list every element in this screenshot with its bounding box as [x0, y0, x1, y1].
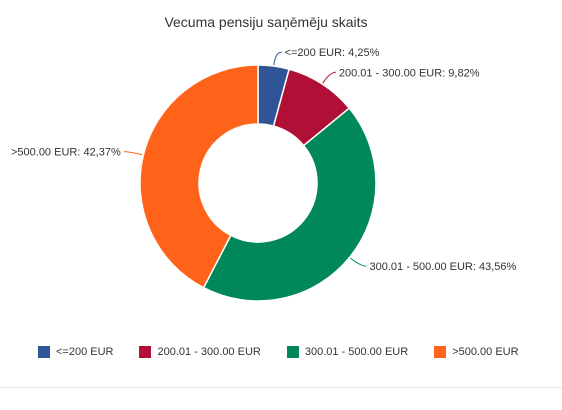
leader-line — [322, 71, 336, 84]
legend-label: 200.01 - 300.00 EUR — [157, 346, 261, 358]
donut-slice[interactable] — [202, 107, 377, 302]
data-label: <=200 EUR: 4,25% — [285, 47, 380, 59]
legend-item-gt500[interactable]: >500.00 EUR — [434, 346, 519, 358]
legend-swatch — [286, 346, 299, 358]
chart-title: Vecuma pensiju saņēmēju skaits — [164, 14, 367, 30]
legend-swatch — [434, 346, 447, 358]
legend-item-300-500[interactable]: 300.01 - 500.00 EUR — [286, 346, 409, 358]
data-label: 300.01 - 500.00 EUR: 43,56% — [370, 261, 517, 273]
legend-item-200-300[interactable]: 200.01 - 300.00 EUR — [139, 346, 261, 358]
legend-label: >500.00 EUR — [452, 346, 519, 358]
data-label: >500.00 EUR: 42,37% — [11, 147, 121, 159]
legend-label: <=200 EUR — [56, 346, 114, 358]
legend-swatch — [38, 346, 50, 358]
data-label: 200.01 - 300.00 EUR: 9,82% — [339, 67, 480, 79]
divider — [0, 387, 562, 388]
leader-line — [350, 257, 367, 267]
legend-item-le200[interactable]: <=200 EUR — [38, 346, 113, 358]
chart-legend: <=200 EUR 200.01 - 300.00 EUR 300.01 - 5… — [38, 346, 545, 358]
donut-chart: Vecuma pensiju saņēmēju skaits <=200 EUR… — [11, 14, 517, 302]
legend-label: 300.01 - 500.00 EUR — [304, 346, 409, 358]
legend-swatch — [139, 346, 152, 358]
leader-line — [273, 51, 282, 66]
leader-line — [123, 151, 143, 156]
donut-slice[interactable] — [139, 64, 259, 289]
